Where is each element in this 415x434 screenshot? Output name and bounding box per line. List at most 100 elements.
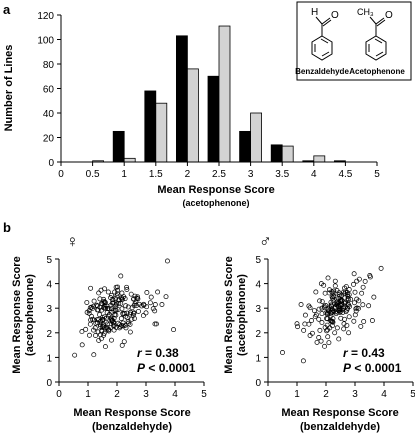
male-y-axis-sublabel: (acetophenone) bbox=[236, 274, 248, 356]
scatter-point bbox=[143, 310, 149, 316]
histogram-bar bbox=[207, 75, 220, 163]
histogram-bar bbox=[186, 68, 199, 163]
scatter-point bbox=[101, 332, 107, 338]
scatter-point bbox=[103, 305, 109, 311]
scatter-point bbox=[116, 297, 122, 303]
scatter-point bbox=[359, 290, 365, 296]
scatter-point bbox=[337, 306, 343, 312]
scatter-point bbox=[329, 294, 335, 300]
x-tick-label: 5 bbox=[410, 389, 415, 400]
x-tick-label: 5 bbox=[201, 389, 207, 400]
male-x-axis-label: Mean Response Score bbox=[281, 407, 398, 419]
scatter-point bbox=[109, 292, 114, 298]
scatter-point bbox=[313, 289, 319, 295]
y-tick-label: 100 bbox=[37, 36, 54, 47]
scatter-point bbox=[369, 318, 375, 323]
scatter-point bbox=[171, 327, 176, 333]
scatter-point bbox=[358, 323, 364, 329]
scatter-point bbox=[332, 283, 338, 289]
scatter-point bbox=[79, 329, 85, 335]
scatter-point bbox=[116, 300, 122, 306]
histogram-x-axis-label: Mean Response Score bbox=[157, 184, 274, 196]
scatter-point bbox=[340, 309, 346, 315]
histogram-bar bbox=[250, 112, 263, 163]
scatter-point bbox=[324, 328, 330, 334]
female-symbol-icon: ♀ bbox=[66, 232, 79, 251]
scatter-point bbox=[356, 276, 362, 282]
male-r-stat: r = 0.43 bbox=[343, 346, 385, 360]
scatter-point bbox=[79, 342, 85, 348]
male-p-stat: P < 0.0001 bbox=[343, 361, 402, 375]
scatter-point bbox=[91, 352, 97, 358]
x-tick-label: 2 bbox=[114, 389, 120, 400]
female-y-axis-sublabel: (acetophenone) bbox=[24, 274, 36, 356]
scatter-point bbox=[87, 321, 93, 327]
male-scatter-chart: ♂ Mean Response Score (acetophenone) Mea… bbox=[223, 232, 415, 433]
female-scatter-chart: ♀ Mean Response Score (acetophenone) Mea… bbox=[11, 232, 207, 433]
y-tick-label: 4 bbox=[255, 280, 261, 291]
scatter-point bbox=[114, 293, 120, 299]
scatter-point bbox=[115, 284, 121, 290]
scatter-point bbox=[330, 297, 336, 303]
scatter-point bbox=[345, 291, 350, 297]
scatter-point bbox=[102, 303, 108, 309]
y-tick-label: 4 bbox=[46, 280, 52, 291]
y-tick-label: 60 bbox=[43, 85, 55, 96]
scatter-point bbox=[127, 329, 133, 335]
scatter-point bbox=[96, 290, 102, 296]
scatter-point bbox=[140, 313, 146, 319]
scatter-point bbox=[341, 326, 347, 332]
scatter-point bbox=[131, 310, 137, 316]
scatter-point bbox=[356, 298, 362, 304]
scatter-point bbox=[346, 292, 352, 298]
histogram-bar bbox=[155, 102, 168, 163]
histogram-bar bbox=[239, 130, 252, 163]
panel-label-b: b bbox=[3, 220, 11, 235]
scatter-point bbox=[352, 312, 358, 318]
scatter-point bbox=[129, 316, 135, 322]
scatter-point bbox=[361, 319, 367, 324]
y-tick-label: 2 bbox=[46, 329, 52, 340]
scatter-point bbox=[351, 281, 356, 287]
scatter-point bbox=[346, 330, 352, 336]
scatter-point bbox=[147, 300, 153, 306]
scatter-point bbox=[327, 287, 332, 293]
scatter-point bbox=[159, 302, 165, 307]
y-tick-label: 5 bbox=[255, 255, 261, 266]
scatter-point bbox=[339, 298, 345, 304]
scatter-point bbox=[346, 314, 352, 320]
histogram-bar bbox=[175, 35, 188, 163]
scatter-point bbox=[136, 308, 141, 314]
x-tick-label: 3 bbox=[248, 169, 254, 180]
y-tick-label: 3 bbox=[46, 304, 52, 315]
y-tick-label: 40 bbox=[43, 109, 55, 120]
scatter-point bbox=[347, 304, 352, 309]
x-tick-label: 4.5 bbox=[338, 169, 352, 180]
scatter-point bbox=[95, 320, 101, 326]
histogram-bar bbox=[270, 144, 283, 163]
acetophenone-structure-icon bbox=[365, 16, 387, 61]
panel-label-a: a bbox=[3, 2, 11, 17]
scatter-point bbox=[298, 302, 304, 307]
scatter-point bbox=[110, 297, 116, 303]
scatter-point bbox=[111, 315, 117, 321]
scatter-point bbox=[122, 310, 127, 316]
scatter-point bbox=[316, 306, 322, 312]
benzaldehyde-label: Benzaldehyde bbox=[295, 67, 349, 76]
histogram-chart: Number of Lines Mean Response Score (ace… bbox=[3, 1, 412, 208]
scatter-point bbox=[329, 319, 335, 324]
scatter-point bbox=[106, 306, 112, 312]
scatter-point bbox=[295, 324, 301, 330]
scatter-point bbox=[98, 323, 103, 329]
scatter-point bbox=[316, 316, 322, 322]
scatter-point bbox=[316, 335, 322, 340]
scatter-point bbox=[153, 321, 159, 327]
scatter-point bbox=[352, 289, 358, 295]
scatter-point bbox=[325, 334, 331, 340]
scatter-point bbox=[343, 309, 349, 315]
scatter-point bbox=[330, 290, 336, 296]
male-x-axis-sublabel: (benzaldehyde) bbox=[300, 421, 380, 433]
scatter-point bbox=[165, 258, 170, 264]
y-tick-label: 3 bbox=[255, 304, 261, 315]
scatter-point bbox=[307, 305, 313, 311]
